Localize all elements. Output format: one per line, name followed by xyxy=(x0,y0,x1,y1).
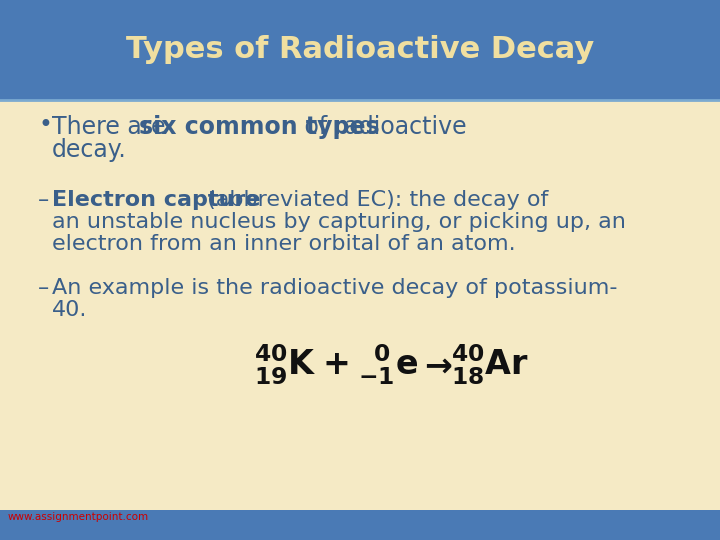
Bar xyxy=(0,510,720,540)
Text: An example is the radioactive decay of potassium-: An example is the radioactive decay of p… xyxy=(52,278,618,298)
Text: Electron capture: Electron capture xyxy=(52,190,261,210)
Text: six common types: six common types xyxy=(139,115,379,139)
Text: www.assignmentpoint.com: www.assignmentpoint.com xyxy=(8,512,149,522)
Text: $\mathbf{^{\ \ 0}_{-1}e}$: $\mathbf{^{\ \ 0}_{-1}e}$ xyxy=(358,343,418,387)
Text: Types of Radioactive Decay: Types of Radioactive Decay xyxy=(126,36,594,64)
Text: of radioactive: of radioactive xyxy=(297,115,467,139)
Text: (abbreviated EC): the decay of: (abbreviated EC): the decay of xyxy=(200,190,549,210)
Text: $\mathbf{^{40}_{19}K}$: $\mathbf{^{40}_{19}K}$ xyxy=(253,343,316,387)
Text: $\mathbf{\rightarrow}$: $\mathbf{\rightarrow}$ xyxy=(418,348,452,381)
Bar xyxy=(0,0,720,100)
Text: electron from an inner orbital of an atom.: electron from an inner orbital of an ato… xyxy=(52,234,516,254)
Text: 40.: 40. xyxy=(52,300,87,320)
Text: •: • xyxy=(38,113,52,137)
Text: an unstable nucleus by capturing, or picking up, an: an unstable nucleus by capturing, or pic… xyxy=(52,212,626,232)
Text: $\mathbf{^{40}_{18}Ar}$: $\mathbf{^{40}_{18}Ar}$ xyxy=(451,343,529,387)
Bar xyxy=(0,100,720,510)
Text: There are: There are xyxy=(52,115,173,139)
Text: –: – xyxy=(38,278,49,298)
Text: –: – xyxy=(38,190,49,210)
Text: $\mathbf{+}$: $\mathbf{+}$ xyxy=(322,348,348,381)
Text: decay.: decay. xyxy=(52,138,127,162)
